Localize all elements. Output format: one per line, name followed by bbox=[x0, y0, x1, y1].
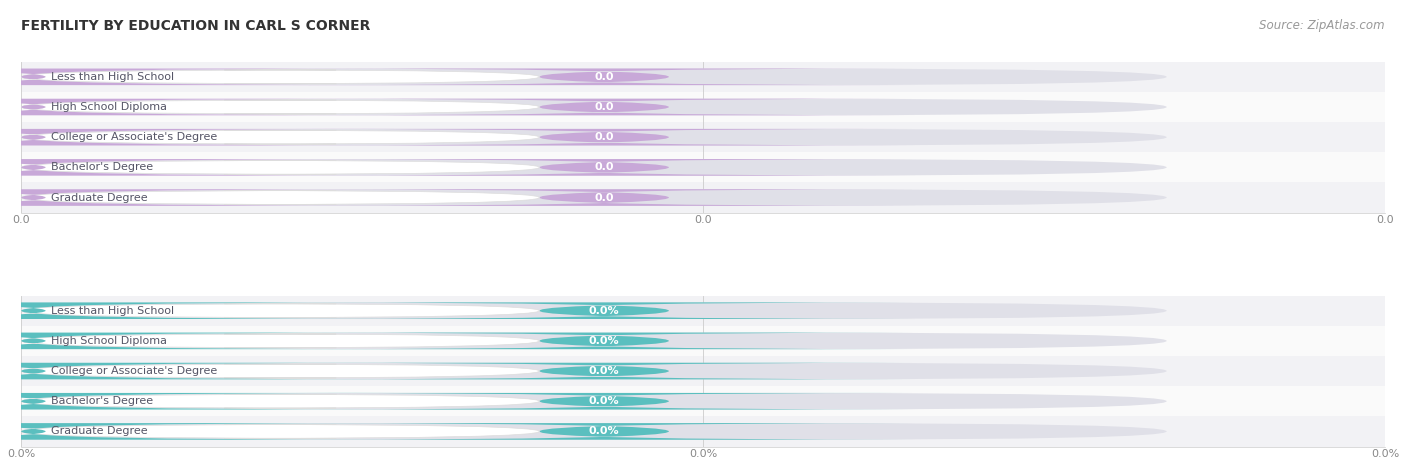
Bar bbox=[21, 356, 1385, 386]
FancyBboxPatch shape bbox=[0, 99, 396, 115]
Bar bbox=[21, 122, 1385, 152]
FancyBboxPatch shape bbox=[294, 68, 914, 85]
FancyBboxPatch shape bbox=[21, 159, 1167, 176]
FancyBboxPatch shape bbox=[294, 332, 914, 349]
FancyBboxPatch shape bbox=[294, 303, 914, 319]
Text: 0.0%: 0.0% bbox=[589, 396, 620, 406]
FancyBboxPatch shape bbox=[21, 190, 540, 205]
FancyBboxPatch shape bbox=[21, 68, 1167, 85]
Text: Less than High School: Less than High School bbox=[51, 306, 174, 316]
FancyBboxPatch shape bbox=[21, 99, 1167, 115]
FancyBboxPatch shape bbox=[0, 159, 396, 176]
Text: 0.0: 0.0 bbox=[595, 132, 614, 142]
FancyBboxPatch shape bbox=[294, 423, 914, 440]
Text: 0.0: 0.0 bbox=[595, 72, 614, 82]
FancyBboxPatch shape bbox=[0, 363, 396, 380]
Bar bbox=[21, 182, 1385, 213]
FancyBboxPatch shape bbox=[0, 68, 396, 85]
FancyBboxPatch shape bbox=[294, 159, 914, 176]
Text: 0.0%: 0.0% bbox=[589, 366, 620, 376]
FancyBboxPatch shape bbox=[0, 189, 396, 206]
FancyBboxPatch shape bbox=[21, 393, 1167, 409]
Text: College or Associate's Degree: College or Associate's Degree bbox=[51, 132, 218, 142]
FancyBboxPatch shape bbox=[21, 303, 1167, 319]
Text: College or Associate's Degree: College or Associate's Degree bbox=[51, 366, 218, 376]
FancyBboxPatch shape bbox=[294, 363, 914, 380]
FancyBboxPatch shape bbox=[21, 364, 540, 378]
Text: 0.0%: 0.0% bbox=[589, 336, 620, 346]
FancyBboxPatch shape bbox=[294, 393, 914, 409]
Text: Bachelor's Degree: Bachelor's Degree bbox=[51, 396, 153, 406]
FancyBboxPatch shape bbox=[294, 99, 914, 115]
FancyBboxPatch shape bbox=[21, 189, 1167, 206]
Text: 0.0: 0.0 bbox=[595, 192, 614, 202]
Text: High School Diploma: High School Diploma bbox=[51, 102, 167, 112]
Bar bbox=[21, 295, 1385, 326]
Text: Graduate Degree: Graduate Degree bbox=[51, 427, 148, 437]
Text: FERTILITY BY EDUCATION IN CARL S CORNER: FERTILITY BY EDUCATION IN CARL S CORNER bbox=[21, 19, 370, 33]
FancyBboxPatch shape bbox=[0, 303, 396, 319]
Text: Source: ZipAtlas.com: Source: ZipAtlas.com bbox=[1260, 19, 1385, 32]
FancyBboxPatch shape bbox=[21, 423, 1167, 440]
FancyBboxPatch shape bbox=[21, 161, 540, 174]
FancyBboxPatch shape bbox=[21, 304, 540, 318]
Text: Bachelor's Degree: Bachelor's Degree bbox=[51, 162, 153, 172]
Bar bbox=[21, 416, 1385, 446]
FancyBboxPatch shape bbox=[21, 130, 540, 144]
Bar bbox=[21, 62, 1385, 92]
FancyBboxPatch shape bbox=[21, 332, 1167, 349]
Text: 0.0%: 0.0% bbox=[589, 306, 620, 316]
FancyBboxPatch shape bbox=[21, 363, 1167, 380]
FancyBboxPatch shape bbox=[21, 334, 540, 348]
Text: Less than High School: Less than High School bbox=[51, 72, 174, 82]
Bar bbox=[21, 152, 1385, 182]
Text: Graduate Degree: Graduate Degree bbox=[51, 192, 148, 202]
Bar bbox=[21, 92, 1385, 122]
FancyBboxPatch shape bbox=[294, 189, 914, 206]
FancyBboxPatch shape bbox=[0, 423, 396, 440]
Text: 0.0: 0.0 bbox=[595, 162, 614, 172]
FancyBboxPatch shape bbox=[21, 425, 540, 438]
FancyBboxPatch shape bbox=[21, 70, 540, 84]
Bar bbox=[21, 326, 1385, 356]
Bar bbox=[21, 386, 1385, 416]
FancyBboxPatch shape bbox=[0, 129, 396, 145]
FancyBboxPatch shape bbox=[21, 100, 540, 114]
FancyBboxPatch shape bbox=[0, 393, 396, 409]
FancyBboxPatch shape bbox=[21, 394, 540, 408]
FancyBboxPatch shape bbox=[0, 332, 396, 349]
Text: 0.0%: 0.0% bbox=[589, 427, 620, 437]
Text: 0.0: 0.0 bbox=[595, 102, 614, 112]
FancyBboxPatch shape bbox=[294, 129, 914, 145]
Text: High School Diploma: High School Diploma bbox=[51, 336, 167, 346]
FancyBboxPatch shape bbox=[21, 129, 1167, 145]
